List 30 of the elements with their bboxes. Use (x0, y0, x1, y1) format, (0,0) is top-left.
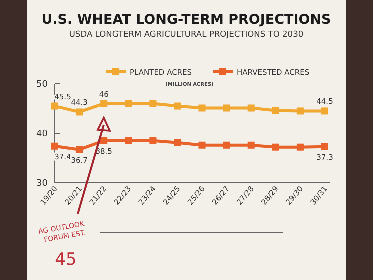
point (150, 100, 157, 108)
y-tick-label: 30 (36, 179, 48, 189)
point (248, 142, 255, 149)
y-tick-label: 40 (36, 130, 48, 140)
point (76, 146, 84, 154)
point (100, 137, 108, 144)
point (223, 104, 230, 112)
point (125, 100, 132, 108)
y-tick-label: 50 (36, 80, 48, 90)
chart-subtitle: USDA LONGTERM AGRICULTURAL PROJECTIONS TO 2030 (69, 29, 304, 39)
point (248, 104, 255, 112)
point (322, 143, 328, 150)
point (52, 142, 58, 150)
point (174, 102, 182, 110)
point (174, 139, 182, 146)
point (150, 137, 157, 144)
point (223, 142, 230, 149)
chart-title: U.S. WHEAT LONG-TERM PROJECTIONS (42, 12, 332, 28)
point (125, 137, 132, 144)
point (296, 144, 304, 151)
point (76, 108, 84, 116)
point (198, 142, 206, 149)
text: 45 (55, 250, 77, 270)
point (322, 108, 328, 115)
point (272, 144, 280, 151)
point (198, 104, 206, 112)
point (272, 107, 280, 114)
point (296, 108, 304, 115)
point (52, 102, 58, 110)
point (100, 100, 108, 108)
